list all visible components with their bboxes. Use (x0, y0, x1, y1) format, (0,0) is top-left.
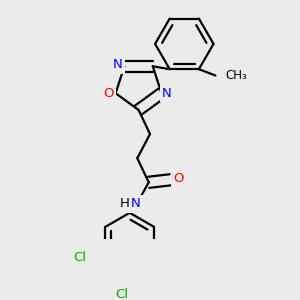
Text: Cl: Cl (74, 251, 87, 264)
Text: O: O (173, 172, 184, 185)
Text: O: O (103, 87, 114, 100)
Text: N: N (162, 87, 172, 100)
Text: CH₃: CH₃ (226, 69, 247, 82)
Text: Cl: Cl (116, 288, 129, 300)
Text: H: H (120, 197, 130, 210)
Text: N: N (131, 197, 141, 210)
Text: N: N (113, 58, 123, 71)
